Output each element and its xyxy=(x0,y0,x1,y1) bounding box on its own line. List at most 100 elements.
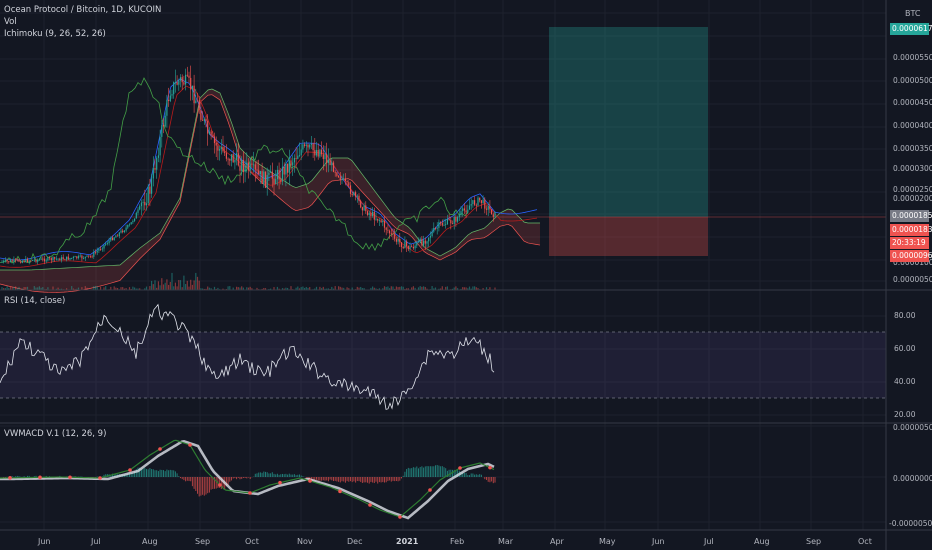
time-axis-label: Sep xyxy=(806,537,822,546)
candle-body xyxy=(23,260,25,262)
volume-bar xyxy=(208,287,210,290)
volume-bar xyxy=(433,288,435,290)
histogram-bar xyxy=(15,476,17,477)
candle-body xyxy=(3,260,5,262)
candle-body xyxy=(259,171,261,175)
histogram-bar xyxy=(219,477,221,488)
candle-body xyxy=(383,220,386,228)
volume-bar xyxy=(93,286,95,290)
volume-bar xyxy=(213,286,216,290)
candle-body xyxy=(50,258,52,261)
candle-body xyxy=(115,235,117,238)
candle-body xyxy=(91,256,93,258)
candle-body xyxy=(446,218,448,225)
histogram-bar xyxy=(261,472,263,477)
histogram-bar xyxy=(244,477,246,478)
histogram-bar xyxy=(428,466,430,477)
volume-bar xyxy=(232,287,234,290)
tenkan-sen-line xyxy=(0,78,538,261)
candle-body xyxy=(443,224,445,226)
volume-bar xyxy=(1,287,3,290)
candle-body xyxy=(322,154,324,160)
volume-bar xyxy=(185,284,187,290)
volume-bar xyxy=(445,286,447,290)
volume-bar xyxy=(404,288,406,290)
histogram-bar xyxy=(385,477,387,483)
vwmacd-pane xyxy=(0,439,496,520)
candle-body xyxy=(188,75,190,78)
time-axis-label: Feb xyxy=(450,537,465,546)
cross-marker xyxy=(308,479,312,483)
candle-body xyxy=(462,208,464,212)
volume-bar xyxy=(168,284,170,290)
volume-bar xyxy=(71,286,73,290)
candle-body xyxy=(88,255,90,257)
long-position-tool[interactable] xyxy=(0,27,886,256)
vwmacd-legend[interactable]: VWMACD V.1 (12, 26, 9) xyxy=(4,429,107,439)
histogram-bar xyxy=(302,476,304,477)
candle-body xyxy=(485,208,488,210)
volume-legend[interactable]: Vol xyxy=(4,17,17,27)
candle-body xyxy=(336,172,338,176)
candle-body xyxy=(147,186,149,204)
rsi-pane xyxy=(0,303,886,410)
histogram-bar xyxy=(135,469,137,477)
macd-line xyxy=(0,439,495,518)
histogram-bar xyxy=(292,474,294,477)
candle-body xyxy=(288,160,290,173)
histogram-bar xyxy=(280,474,282,477)
cross-marker xyxy=(38,475,42,480)
candle-body xyxy=(298,155,301,157)
histogram-bar xyxy=(225,477,227,487)
volume-bar xyxy=(103,287,105,290)
histogram-bar xyxy=(467,475,469,477)
symbol-title[interactable]: Ocean Protocol / Bitcoin, 1D, KUCOIN xyxy=(4,5,162,15)
histogram-bar xyxy=(312,477,314,482)
candle-body xyxy=(239,165,241,171)
candle-body xyxy=(377,218,379,221)
candle-body xyxy=(448,218,450,221)
histogram-bar xyxy=(414,467,416,477)
candle-body xyxy=(324,154,326,160)
cross-marker xyxy=(428,488,432,492)
candle-body xyxy=(344,178,346,181)
candle-body xyxy=(96,250,98,253)
candle-body xyxy=(440,222,442,223)
volume-bar xyxy=(400,286,403,290)
candle-body xyxy=(334,171,336,173)
cross-marker xyxy=(68,475,72,480)
ichimoku-legend[interactable]: Ichimoku (9, 26, 52, 26) xyxy=(4,29,106,39)
histogram-bar xyxy=(146,469,147,477)
candle-body xyxy=(236,153,238,160)
histogram-bar xyxy=(151,469,153,477)
rsi-legend[interactable]: RSI (14, close) xyxy=(4,296,66,306)
candle-body xyxy=(8,261,10,263)
candle-body xyxy=(59,258,61,261)
candle-body xyxy=(419,238,421,242)
histogram-bar xyxy=(185,477,187,482)
histogram-bar xyxy=(327,477,329,482)
volume-bar xyxy=(173,286,175,290)
candle-body xyxy=(20,261,22,263)
candle-body xyxy=(118,232,120,237)
candle-body xyxy=(455,217,457,222)
candle-body xyxy=(220,146,222,150)
histogram-bar xyxy=(191,477,193,487)
histogram-bar xyxy=(353,477,355,482)
candle-body xyxy=(215,143,217,146)
candle-body xyxy=(465,210,467,213)
volume-bar xyxy=(424,286,426,290)
volume-bar xyxy=(329,288,331,290)
candle-body xyxy=(13,259,15,262)
candle-body xyxy=(436,227,438,229)
volume-bar xyxy=(55,288,57,290)
volume-bar xyxy=(181,287,183,290)
histogram-bar xyxy=(402,475,404,477)
time-axis-label: Jun xyxy=(38,537,51,546)
